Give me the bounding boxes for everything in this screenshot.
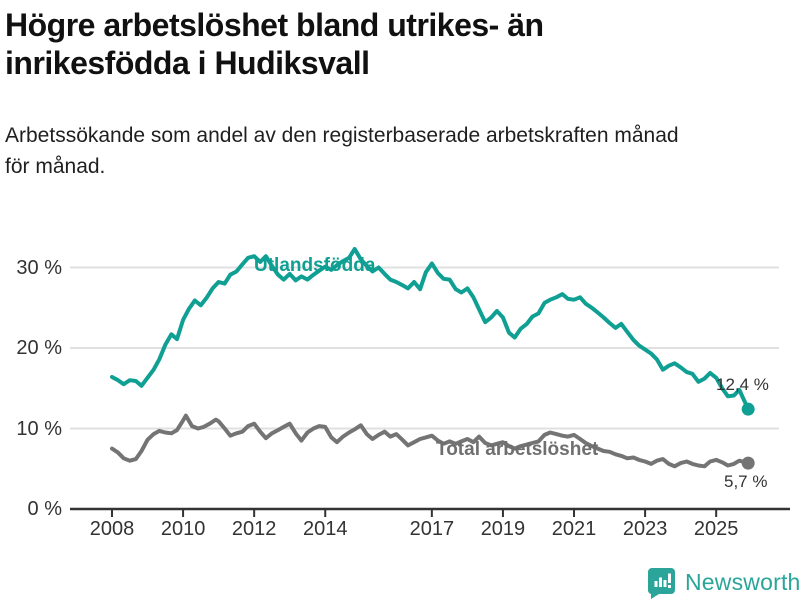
page-title: Högre arbetslöshet bland utrikes- än inr… (5, 6, 785, 82)
y-axis-tick-label: 0 % (27, 498, 62, 520)
x-axis-tick-label: 2023 (622, 518, 668, 540)
subtitle-line-1: Arbetssökande som andel av den registerb… (5, 124, 679, 147)
end-value-label-utlandsfodda: 12,4 % (716, 375, 769, 394)
newsworthy-logo[interactable]: Newsworthy (648, 566, 800, 599)
x-axis-tick-label: 2008 (89, 518, 135, 540)
series-line-total-arbetsl-shet (110, 413, 751, 469)
newsworthy-wordmark: Newsworthy (685, 569, 800, 595)
series-end-dot (741, 456, 755, 470)
y-axis-tick-label: 20 % (16, 337, 62, 359)
series-line-utlandsf-dda (110, 247, 751, 412)
x-axis-tick-label: 2019 (480, 518, 526, 540)
end-value-label-total-arbetsloshet: 5,7 % (724, 472, 768, 491)
series-label-utlandsfodda: Utlandsfödda (254, 255, 376, 276)
chart-subtitle: Arbetssökande som andel av den registerb… (5, 120, 795, 182)
newsworthy-speech-bubble-icon (648, 568, 675, 599)
y-axis-tick-label: 30 % (16, 256, 62, 279)
x-axis-tick-label: 2014 (302, 518, 348, 540)
series-end-dot (741, 402, 755, 416)
title-line-2: inrikesfödda i Hudiksvall (5, 45, 370, 81)
subtitle-line-2: för månad. (5, 155, 106, 178)
x-axis-tick-label: 2012 (231, 518, 277, 540)
series-label-total-arbetsloshet: Total arbetslöshet (436, 439, 599, 460)
y-axis-tick-label: 10 % (16, 417, 62, 440)
x-axis-tick-label: 2021 (551, 518, 597, 540)
x-axis-tick-label: 2025 (693, 518, 739, 540)
x-axis-tick-label: 2017 (409, 518, 455, 540)
x-axis-tick-label: 2010 (160, 518, 206, 540)
title-line-1: Högre arbetslöshet bland utrikes- än (5, 7, 544, 43)
